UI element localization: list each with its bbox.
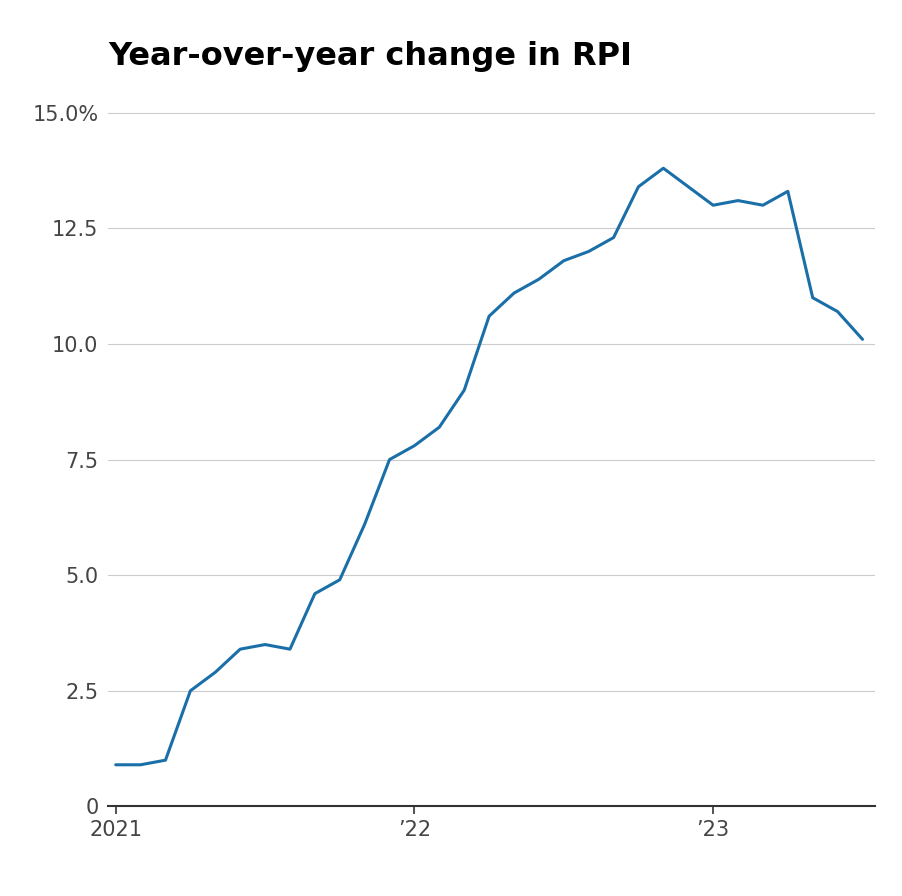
Text: Year-over-year change in RPI: Year-over-year change in RPI: [108, 40, 632, 72]
